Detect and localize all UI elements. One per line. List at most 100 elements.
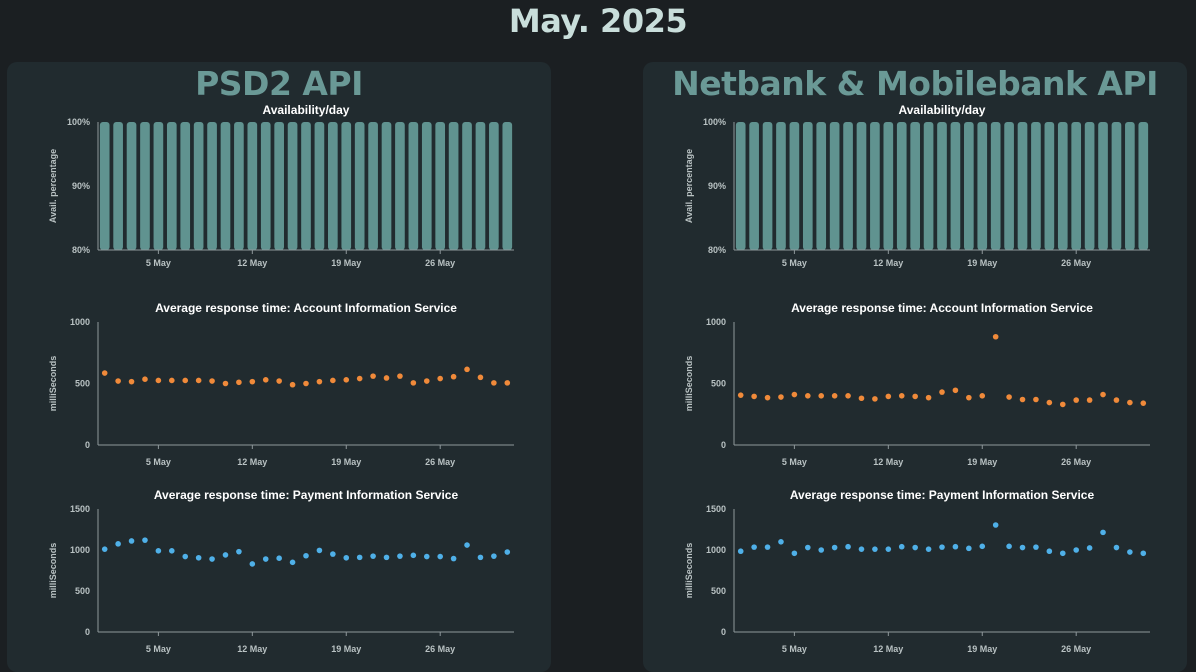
bar bbox=[950, 122, 961, 250]
bar bbox=[314, 122, 325, 250]
data-point bbox=[115, 378, 121, 384]
data-point bbox=[222, 552, 229, 558]
panel-netbank-mobilebank-api: Netbank & Mobilebank API Availability/da… bbox=[643, 62, 1187, 672]
bar bbox=[964, 122, 974, 250]
y-tick-label: 500 bbox=[75, 379, 90, 389]
data-point bbox=[356, 554, 363, 561]
y-tick-label: 80% bbox=[72, 245, 90, 255]
data-point bbox=[1113, 544, 1120, 551]
bar bbox=[220, 122, 231, 250]
data-point bbox=[410, 380, 417, 386]
data-point bbox=[818, 393, 825, 399]
ais-response-chart: Average response time: Account Informati… bbox=[48, 301, 514, 467]
data-point bbox=[423, 553, 430, 560]
data-point bbox=[209, 556, 215, 562]
data-point bbox=[778, 394, 784, 400]
bar bbox=[1138, 122, 1149, 250]
data-point bbox=[303, 552, 309, 559]
data-point bbox=[464, 542, 470, 548]
x-tick-label: 12 May bbox=[237, 644, 267, 654]
bar bbox=[435, 122, 446, 250]
data-point bbox=[939, 389, 945, 395]
y-tick-label: 1000 bbox=[70, 317, 90, 327]
bar bbox=[126, 122, 137, 250]
data-point bbox=[1073, 547, 1079, 553]
bar bbox=[990, 122, 1001, 250]
data-point bbox=[343, 554, 350, 561]
bar bbox=[193, 122, 204, 250]
data-point bbox=[491, 553, 497, 559]
bar bbox=[977, 122, 988, 250]
bar bbox=[381, 122, 392, 250]
y-tick-label: 1000 bbox=[706, 317, 726, 327]
x-tick-label: 5 May bbox=[146, 644, 171, 654]
bar bbox=[1031, 122, 1041, 250]
bar bbox=[856, 122, 867, 250]
data-point bbox=[477, 374, 484, 381]
panel-title: PSD2 API bbox=[195, 64, 363, 103]
data-point bbox=[356, 375, 363, 382]
data-point bbox=[450, 555, 457, 562]
chart-title: Average response time: Payment Informati… bbox=[154, 488, 459, 502]
bar bbox=[816, 122, 827, 250]
data-point bbox=[818, 547, 825, 553]
availability-chart: Availability/day Avail. percentage 80% 90% 1… bbox=[684, 103, 1150, 268]
bar bbox=[1017, 122, 1028, 250]
data-point bbox=[249, 378, 256, 385]
x-tick-label: 12 May bbox=[873, 644, 903, 654]
bar bbox=[207, 122, 217, 250]
bar bbox=[462, 122, 472, 250]
y-axis-label: Avail. percentage bbox=[684, 149, 694, 223]
data-point bbox=[1113, 397, 1120, 403]
bar bbox=[99, 122, 110, 250]
bar bbox=[749, 122, 759, 250]
data-point bbox=[898, 543, 905, 550]
bar bbox=[1057, 122, 1068, 250]
bar bbox=[923, 122, 934, 250]
data-point bbox=[1086, 545, 1093, 551]
data-point bbox=[397, 553, 403, 559]
data-point bbox=[1033, 396, 1039, 403]
x-tick-label: 12 May bbox=[237, 258, 267, 268]
data-point bbox=[477, 554, 484, 561]
y-tick-label: 500 bbox=[711, 379, 726, 389]
data-point bbox=[128, 538, 135, 544]
data-point bbox=[316, 378, 323, 385]
data-point bbox=[979, 543, 986, 550]
data-point bbox=[1100, 529, 1106, 536]
x-tick-label: 26 May bbox=[1061, 258, 1091, 268]
data-point bbox=[155, 548, 162, 554]
data-point bbox=[912, 544, 918, 551]
data-point bbox=[845, 393, 851, 399]
y-tick-label: 80% bbox=[708, 245, 726, 255]
data-point bbox=[1127, 399, 1133, 406]
data-point bbox=[128, 378, 135, 385]
data-point bbox=[1046, 548, 1053, 555]
bar bbox=[475, 122, 486, 250]
bar bbox=[140, 122, 150, 250]
bar bbox=[1125, 122, 1135, 250]
data-point bbox=[142, 376, 148, 382]
y-tick-label: 0 bbox=[85, 440, 90, 450]
page-title: May. 2025 bbox=[508, 2, 688, 40]
bar bbox=[328, 122, 338, 250]
y-tick-label: 0 bbox=[721, 440, 726, 450]
pis-response-chart: Average response time: Payment Informati… bbox=[48, 488, 514, 654]
data-point bbox=[872, 546, 878, 552]
data-point bbox=[330, 551, 336, 557]
data-point bbox=[858, 546, 865, 552]
y-tick-label: 0 bbox=[85, 627, 90, 637]
data-point bbox=[383, 554, 390, 561]
bar bbox=[489, 122, 499, 250]
data-point bbox=[450, 373, 457, 380]
bar bbox=[287, 122, 298, 250]
bar bbox=[354, 122, 365, 250]
y-tick-label: 100% bbox=[67, 117, 90, 127]
bar bbox=[870, 122, 880, 250]
bar bbox=[937, 122, 947, 250]
data-point bbox=[437, 553, 443, 560]
chart-title: Average response time: Account Informati… bbox=[155, 301, 457, 315]
data-point bbox=[182, 553, 189, 560]
data-point bbox=[383, 375, 390, 381]
data-point bbox=[778, 539, 784, 545]
